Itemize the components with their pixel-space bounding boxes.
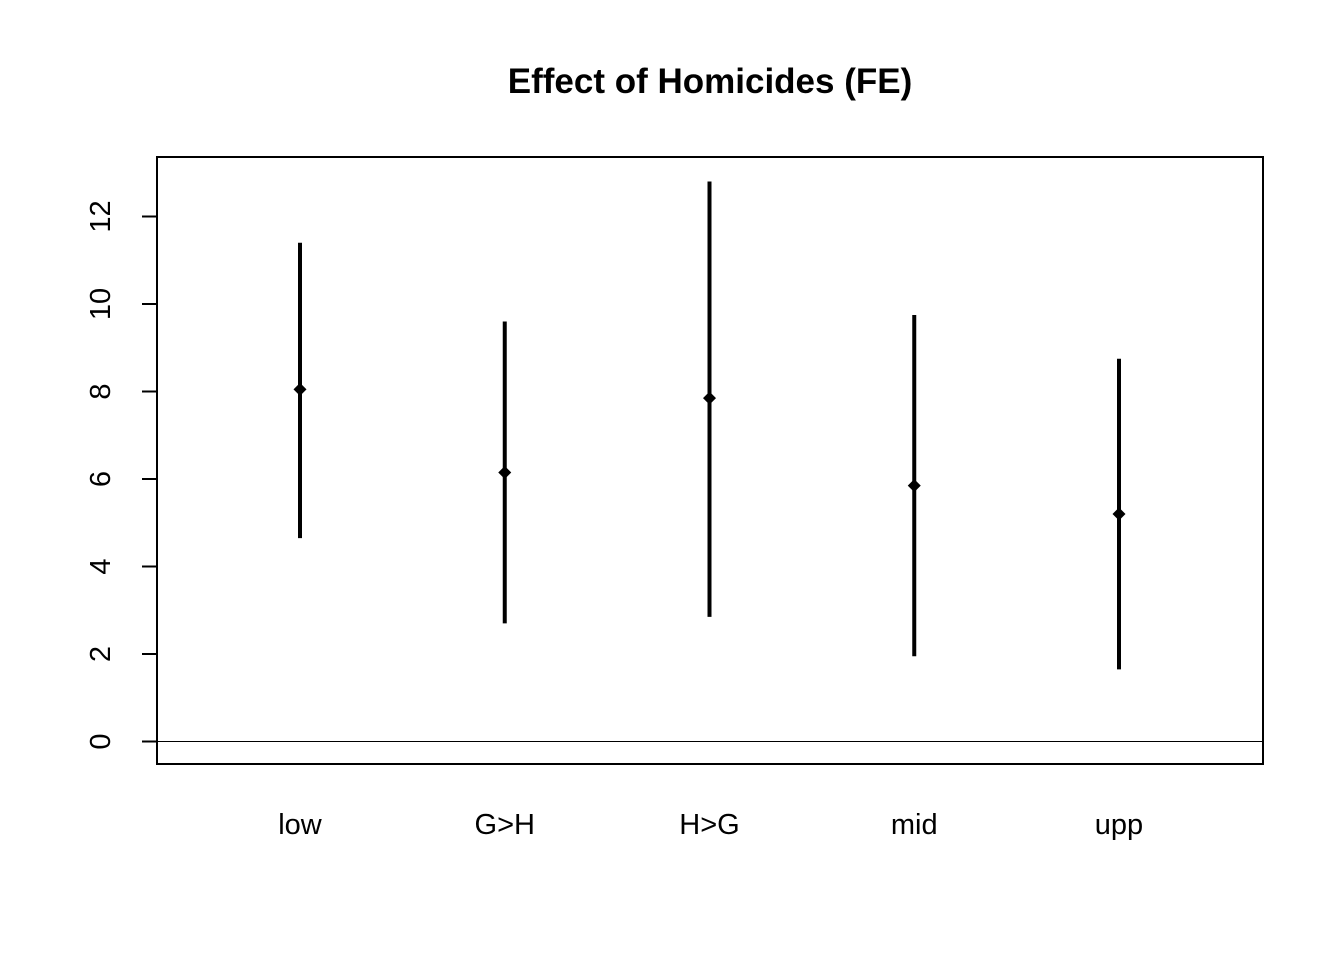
y-tick-label: 10 [85,288,117,320]
x-category-label: H>G [679,809,739,841]
estimate-point-1 [498,465,512,479]
x-category-label: low [278,809,323,841]
y-axis: 0 2 4 6 8 10 12 [85,200,158,750]
y-tick-label: 6 [85,471,117,487]
x-category-label: G>H [475,809,535,841]
estimate-point-3 [907,479,921,493]
estimate-point-4 [1112,507,1126,521]
x-category-label: mid [891,809,938,841]
x-labels: low G>H H>G mid upp [278,809,1143,841]
y-tick-label: 0 [85,733,117,749]
y-tick-label: 2 [85,646,117,662]
marks-layer [293,181,1126,670]
estimate-point-2 [703,391,716,405]
chart-title: Effect of Homicides (FE) [508,62,912,101]
estimate-point-0 [293,382,307,396]
x-category-label: upp [1095,809,1143,841]
y-tick-label: 12 [85,200,117,232]
y-tick-label: 8 [85,383,117,399]
y-tick-label: 4 [85,558,117,574]
